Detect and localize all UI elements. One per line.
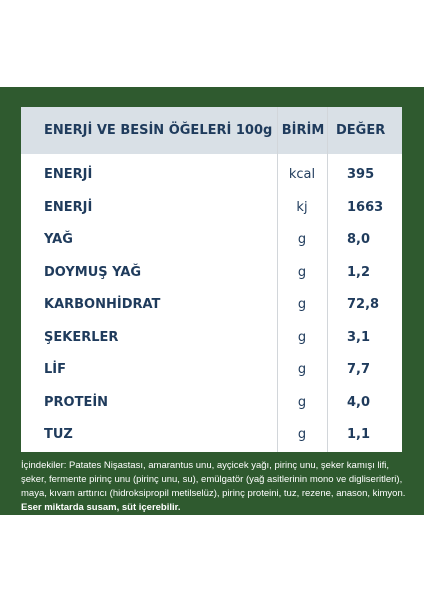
row-value: 395	[347, 167, 375, 182]
column-divider	[327, 107, 328, 452]
ingredients-text: İçindekiler: Patates Nişastası, amarantu…	[21, 459, 406, 515]
row-nutrient-name: TUZ	[44, 427, 73, 442]
row-unit: g	[297, 394, 307, 410]
row-nutrient-name: ŞEKERLER	[44, 329, 119, 345]
row-value: 3,1	[347, 329, 371, 345]
table-header	[21, 107, 402, 154]
row-unit: g	[297, 329, 307, 345]
row-unit: g	[297, 232, 307, 247]
row-nutrient-name: PROTEİN	[44, 394, 109, 410]
row-unit: kcal	[288, 167, 316, 182]
row-nutrient-name: DOYMUŞ YAĞ	[44, 264, 142, 280]
row-unit: g	[297, 264, 307, 280]
ingredients-list: İçindekiler: Patates Nişastası, amarantu…	[21, 460, 406, 499]
row-value: 4,0	[347, 394, 371, 410]
header-nutrients: ENERJİ VE BESİN ÖĞELERİ 100g	[44, 123, 273, 138]
allergen-note: Eser miktarda susam, süt içerebilir.	[21, 502, 181, 513]
row-value: 1,1	[347, 427, 371, 442]
row-nutrient-name: YAĞ	[44, 232, 73, 247]
row-nutrient-name: ENERJİ	[44, 199, 93, 215]
row-unit: g	[297, 362, 307, 377]
row-value: 72,8	[347, 297, 380, 312]
nutrition-table: ENERJİ VE BESİN ÖĞELERİ 100g BİRİM DEĞER…	[21, 107, 402, 452]
row-nutrient-name: LİF	[44, 362, 67, 377]
row-nutrient-name: ENERJİ	[44, 167, 93, 182]
row-nutrient-name: KARBONHİDRAT	[44, 297, 161, 312]
header-value: DEĞER	[336, 123, 386, 138]
row-unit: kj	[296, 199, 308, 215]
row-value: 7,7	[347, 362, 371, 377]
header-unit: BİRİM	[281, 123, 325, 138]
row-value: 8,0	[347, 232, 371, 247]
row-value: 1,2	[347, 264, 371, 280]
row-value: 1663	[347, 199, 384, 215]
row-unit: g	[297, 427, 307, 442]
column-divider	[277, 107, 278, 452]
row-unit: g	[297, 297, 307, 312]
